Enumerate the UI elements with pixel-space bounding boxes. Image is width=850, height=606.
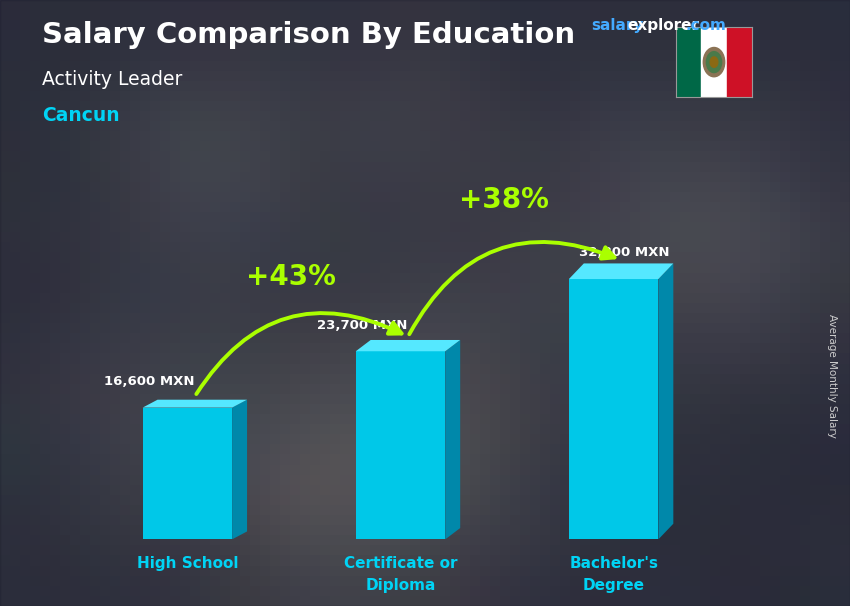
Text: Cancun: Cancun [42,106,120,125]
Bar [701,27,727,97]
Text: Salary Comparison By Education: Salary Comparison By Education [42,21,575,49]
Circle shape [710,57,717,67]
Polygon shape [356,351,445,539]
Polygon shape [356,340,460,351]
Text: +43%: +43% [246,262,336,291]
Text: .com: .com [685,18,726,33]
Polygon shape [143,408,232,539]
Circle shape [703,47,725,77]
Polygon shape [569,264,673,279]
Polygon shape [659,264,673,539]
Text: explorer: explorer [627,18,700,33]
Bar [727,27,752,97]
Text: Activity Leader: Activity Leader [42,70,183,88]
Polygon shape [445,340,460,539]
Text: 32,800 MXN: 32,800 MXN [579,247,670,259]
Text: Average Monthly Salary: Average Monthly Salary [827,314,837,438]
Text: salary: salary [591,18,643,33]
Polygon shape [569,279,659,539]
Text: +38%: +38% [459,186,549,214]
Circle shape [706,52,722,73]
Text: 16,600 MXN: 16,600 MXN [104,375,195,388]
Text: 23,700 MXN: 23,700 MXN [317,319,407,331]
Polygon shape [143,400,247,408]
Bar [676,27,701,97]
Polygon shape [232,400,247,539]
